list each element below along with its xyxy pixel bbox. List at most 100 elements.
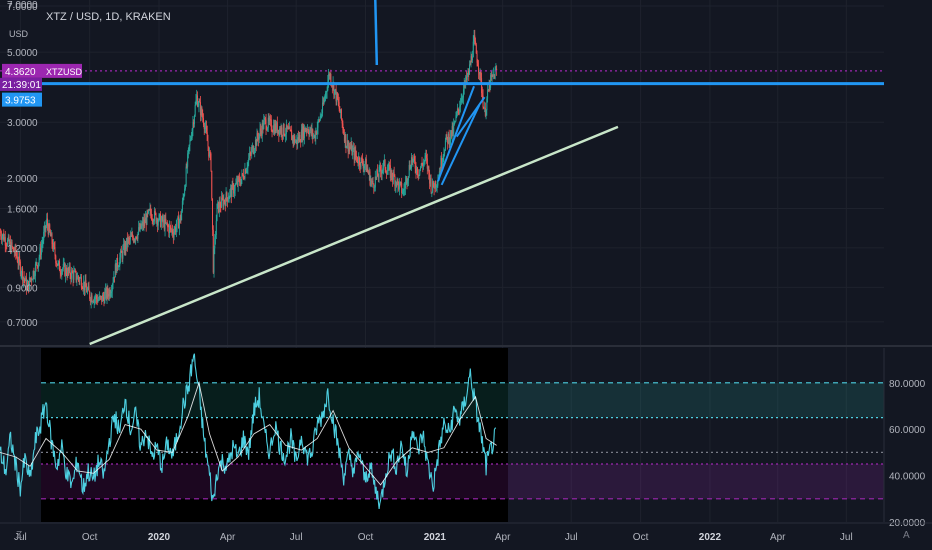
candle-body: [325, 91, 327, 93]
time-tick-label: Oct: [82, 532, 98, 543]
candle-body: [124, 243, 126, 254]
candle-body: [61, 270, 63, 275]
candle-body: [111, 284, 113, 292]
candle-body: [66, 273, 68, 277]
candle-body: [413, 156, 415, 162]
candle-body: [380, 166, 382, 171]
candle-body: [49, 224, 51, 232]
candle-body: [10, 241, 12, 253]
candle-body: [199, 102, 201, 116]
ascending-trend-line[interactable]: [89, 125, 619, 346]
channel-line-inner[interactable]: [455, 96, 486, 138]
candle-body: [156, 219, 158, 223]
candle-body: [101, 295, 103, 302]
candle-body: [319, 119, 321, 121]
candle-body: [181, 211, 183, 221]
candle-body: [135, 236, 137, 239]
candle-body: [271, 130, 273, 132]
symbol-label: XTZUSD: [46, 67, 83, 77]
candle-body: [465, 76, 467, 85]
candle-body: [284, 134, 286, 136]
candle-body: [306, 129, 308, 131]
candle-body: [167, 225, 169, 227]
candle-body: [249, 152, 251, 154]
time-tick-label: Oct: [358, 532, 374, 543]
candle-body: [146, 211, 148, 225]
candle-body: [264, 118, 266, 120]
candle-body: [252, 145, 254, 154]
candle-body: [221, 197, 223, 208]
candle-body: [93, 298, 95, 303]
candle-body: [368, 171, 370, 175]
candle-body: [208, 146, 210, 157]
candle-body: [305, 129, 307, 132]
candle-body: [186, 166, 188, 168]
candle-body: [148, 209, 150, 211]
candle-body: [377, 176, 379, 178]
candle-body: [209, 151, 211, 154]
candle-body: [290, 129, 292, 132]
candle-body: [484, 107, 486, 116]
bar-countdown: 21:39:01: [2, 80, 41, 91]
candle-body: [328, 74, 330, 82]
candle-body: [27, 281, 29, 286]
candle-body: [315, 131, 317, 140]
drawing-tools[interactable]: [0, 0, 884, 346]
candle-body: [59, 261, 61, 271]
candle-body: [331, 85, 333, 87]
candle-body: [417, 174, 419, 176]
vertical-marker-line[interactable]: [374, 0, 379, 66]
candle-body: [391, 170, 393, 178]
candle-body: [357, 161, 359, 164]
candle-body: [283, 123, 285, 135]
candle-body: [190, 139, 192, 141]
candle-body: [173, 231, 175, 238]
candle-body: [9, 241, 11, 244]
candle-body: [8, 236, 10, 244]
candle-body: [328, 74, 330, 76]
candle-body: [17, 261, 19, 264]
channel-line-upper[interactable]: [436, 85, 475, 182]
candle-body: [355, 155, 357, 158]
candle-body: [119, 257, 121, 266]
candle-body: [16, 256, 18, 262]
candle-body: [142, 221, 144, 227]
timezone-icon[interactable]: Z: [16, 530, 23, 541]
candle-body: [82, 288, 84, 290]
candle-body: [49, 231, 51, 237]
candle-body: [43, 225, 45, 232]
candle-body: [478, 66, 480, 73]
currency-label: USD: [9, 29, 29, 39]
candle-body: [483, 107, 485, 109]
candle-body: [430, 177, 432, 192]
candle-body: [206, 132, 208, 142]
candle-body: [114, 264, 116, 278]
candle-body: [149, 208, 151, 211]
candle-body: [174, 227, 176, 232]
candle-body: [38, 257, 40, 263]
candle-body: [160, 220, 162, 227]
price-tick-label: 5.0000: [7, 48, 38, 59]
candle-body: [218, 201, 220, 213]
candle-body: [132, 234, 134, 238]
candle-body: [367, 168, 369, 172]
candle-body: [399, 182, 401, 183]
candle-body: [63, 263, 65, 265]
candle-body: [299, 134, 301, 142]
candle-body: [219, 202, 221, 208]
candle-body: [420, 163, 422, 168]
oscillator-line: [0, 353, 497, 509]
candle-body: [99, 296, 101, 298]
auto-scale-icon[interactable]: A: [903, 530, 910, 541]
channel-line-lower[interactable]: [440, 104, 481, 186]
candle-body: [243, 178, 245, 180]
candle-body: [138, 227, 140, 231]
candle-body: [467, 70, 469, 76]
candle-body: [286, 124, 288, 129]
candle-body: [253, 151, 255, 154]
candle-body: [302, 126, 304, 141]
candle-body: [343, 130, 345, 134]
candle-body: [443, 153, 445, 156]
